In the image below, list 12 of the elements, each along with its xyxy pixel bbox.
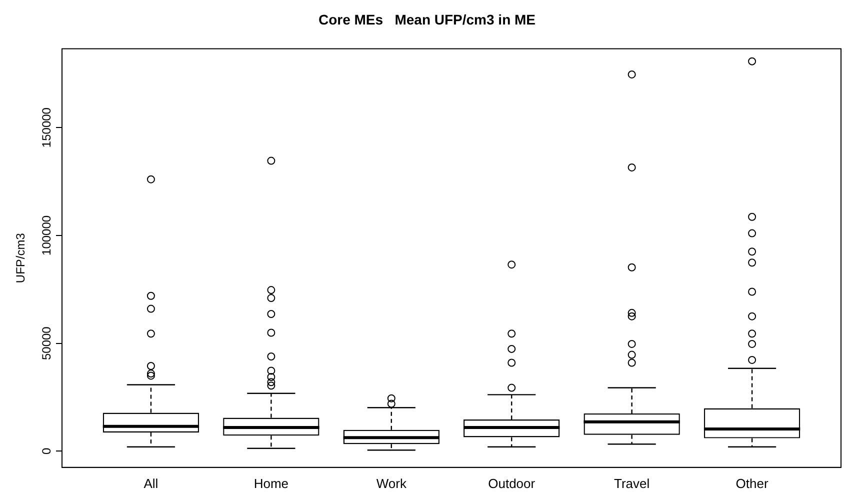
- x-tick-label: Outdoor: [488, 476, 536, 491]
- y-axis-title: UFP/cm3: [14, 232, 28, 284]
- y-tick-label: 100000: [39, 215, 54, 256]
- y-tick-label: 0: [39, 448, 54, 455]
- x-tick-label: Travel: [614, 476, 650, 491]
- chart-title: Core MEs Mean UFP/cm3 in ME: [318, 11, 536, 28]
- x-tick-label: Home: [254, 476, 289, 491]
- x-tick-label: Work: [376, 476, 407, 491]
- y-tick-label: 50000: [39, 326, 54, 360]
- x-tick-label: All: [144, 476, 158, 491]
- y-tick-label: 150000: [39, 107, 54, 148]
- x-tick-label: Other: [736, 476, 769, 491]
